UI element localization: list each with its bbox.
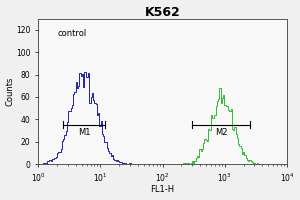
Y-axis label: Counts: Counts: [6, 77, 15, 106]
Text: control: control: [58, 29, 87, 38]
Text: M1: M1: [78, 128, 90, 137]
Text: M2: M2: [214, 128, 227, 137]
X-axis label: FL1-H: FL1-H: [151, 185, 175, 194]
Title: K562: K562: [145, 6, 180, 19]
